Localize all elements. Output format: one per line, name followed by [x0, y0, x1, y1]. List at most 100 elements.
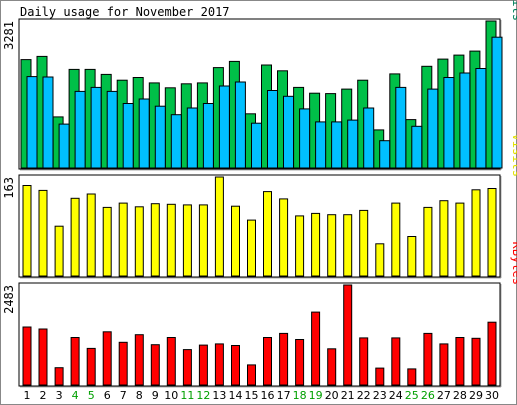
- x-tick-label: 30: [485, 389, 499, 402]
- x-axis-tick-labels: 1 2 3 4 5 6 7 8 9 10 11 12 13 14 15 16 17 18 19 20 21 22 23 24 2…: [24, 389, 500, 402]
- bar-kbytes-day-15: [247, 364, 256, 386]
- panel-series-label: Pages/Files/Hits: [510, 0, 517, 21]
- panel-frame: [18, 282, 501, 387]
- bar-files-day-30: [491, 36, 503, 169]
- bar-files-day-26: [427, 88, 439, 169]
- bar-files-day-8: [138, 98, 150, 169]
- bar-visits-day-18: [295, 215, 305, 277]
- bar-files-day-15: [251, 122, 262, 169]
- x-tick-label: 13: [212, 389, 226, 402]
- bar-visits-day-25: [407, 236, 417, 277]
- x-tick-label: 22: [357, 389, 371, 402]
- x-tick-label: 21: [341, 389, 355, 402]
- bar-kbytes-day-30: [487, 321, 497, 386]
- x-tick-label: 11: [180, 389, 194, 402]
- bar-visits-day-6: [102, 206, 112, 277]
- bar-visits-day-2: [38, 189, 48, 277]
- bar-files-day-22: [363, 107, 375, 169]
- bar-files-day-16: [267, 90, 278, 169]
- bar-kbytes-day-25: [407, 368, 417, 386]
- series-label-part: Hits: [510, 0, 517, 21]
- panel-frame: [18, 174, 501, 278]
- bar-kbytes-day-17: [279, 332, 289, 386]
- x-tick-label: 17: [277, 389, 291, 402]
- bar-visits-day-7: [118, 202, 128, 277]
- bar-kbytes-day-16: [263, 337, 272, 386]
- bar-files-day-14: [234, 81, 246, 169]
- panel-series-label: Visits: [510, 134, 517, 177]
- x-tick-label: 7: [120, 389, 127, 402]
- bar-files-day-7: [122, 103, 134, 169]
- bar-visits-day-17: [279, 198, 289, 277]
- bar-files-day-12: [202, 103, 214, 169]
- x-tick-label: 12: [196, 389, 210, 402]
- bar-kbytes-day-7: [118, 341, 128, 386]
- bar-files-day-10: [170, 114, 182, 169]
- bar-visits-day-22: [359, 209, 369, 277]
- x-tick-label: 20: [325, 389, 339, 402]
- x-tick-label: 14: [229, 389, 243, 402]
- x-tick-label: 5: [88, 389, 95, 402]
- bar-kbytes-day-22: [359, 337, 369, 386]
- bar-kbytes-day-12: [198, 344, 208, 386]
- bar-files-day-28: [459, 72, 471, 169]
- bar-files-day-19: [315, 121, 327, 169]
- panel-series-label: KBytes: [510, 242, 517, 285]
- bar-files-day-1: [26, 76, 38, 169]
- panel-max-label: 3281: [2, 21, 16, 50]
- x-tick-label: 10: [164, 389, 178, 402]
- bar-kbytes-day-6: [102, 331, 112, 386]
- bar-visits-day-11: [182, 204, 192, 277]
- panel-pages-files-hits: 3281 Pages/Files/Hits: [2, 0, 517, 171]
- bar-kbytes-day-24: [391, 337, 401, 386]
- bar-visits-day-29: [471, 189, 481, 277]
- bar-files-day-23: [379, 140, 391, 169]
- bar-kbytes-day-23: [375, 367, 385, 386]
- bar-visits-day-27: [439, 200, 449, 277]
- x-tick-label: 2: [40, 389, 47, 402]
- bar-files-day-9: [154, 105, 166, 169]
- bar-files-day-24: [395, 86, 407, 169]
- bar-files-day-21: [347, 119, 359, 169]
- bar-files-day-11: [186, 107, 198, 169]
- bar-visits-day-10: [166, 203, 176, 277]
- bar-kbytes-day-9: [150, 344, 160, 386]
- bar-kbytes-day-18: [295, 339, 305, 386]
- x-tick-label: 19: [309, 389, 323, 402]
- bar-visits-day-14: [231, 205, 240, 277]
- bar-kbytes-day-29: [471, 337, 481, 386]
- bar-kbytes-day-3: [54, 367, 64, 386]
- x-tick-label: 3: [56, 389, 63, 402]
- bar-visits-day-9: [150, 203, 160, 277]
- x-tick-label: 6: [104, 389, 111, 402]
- bar-files-day-4: [74, 90, 86, 169]
- bar-kbytes-day-2: [38, 328, 48, 386]
- bar-kbytes-day-13: [214, 343, 224, 386]
- bar-visits-day-8: [134, 206, 144, 277]
- panel-max-label: 163: [2, 177, 16, 199]
- panel-visits: 163 Visits: [2, 134, 517, 279]
- bar-files-day-6: [106, 90, 118, 169]
- bar-files-day-2: [42, 76, 54, 169]
- bar-kbytes-day-10: [166, 337, 176, 386]
- bar-files-day-5: [90, 86, 102, 169]
- x-tick-label: 26: [421, 389, 435, 402]
- series-label-part: KBytes: [510, 242, 517, 285]
- bar-files-day-17: [283, 95, 294, 169]
- x-tick-label: 27: [437, 389, 451, 402]
- bar-visits-day-12: [198, 204, 208, 277]
- chart-title: Daily usage for November 2017: [20, 5, 230, 19]
- x-tick-label: 28: [453, 389, 467, 402]
- x-tick-label: 4: [72, 389, 79, 402]
- bar-kbytes-day-27: [439, 343, 449, 386]
- bar-visits-day-15: [247, 219, 256, 277]
- bar-visits-day-23: [375, 243, 385, 277]
- x-tick-label: 18: [293, 389, 307, 402]
- bar-kbytes-day-26: [423, 332, 433, 386]
- chart-panels: 3281 Pages/Files/Hits 163 Visits 2483 KBytes: [2, 0, 517, 388]
- bar-files-day-3: [58, 123, 70, 169]
- bar-visits-day-26: [423, 206, 433, 277]
- x-tick-label: 16: [261, 389, 275, 402]
- bar-files-day-20: [331, 121, 343, 169]
